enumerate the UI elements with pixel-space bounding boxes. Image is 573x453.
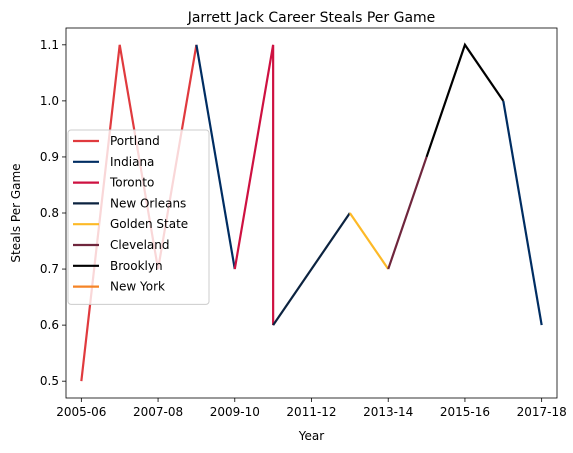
x-tick-label: 2015-16 [440, 405, 490, 419]
series-line-cleveland [387, 156, 428, 270]
x-axis-label: Year [298, 429, 324, 443]
legend-label-brooklyn: Brooklyn [110, 259, 163, 273]
y-tick-label: 0.8 [40, 206, 59, 220]
x-axis: 2005-06 2007-08 2009-10 2011-12 2013-14 2015-… [56, 398, 567, 419]
x-tick-label: 2007-08 [133, 405, 183, 419]
series-line-toronto [233, 44, 275, 326]
y-tick-label: 0.7 [40, 262, 59, 276]
series-line-unlabeled [502, 100, 543, 326]
legend-label-toronto: Toronto [109, 176, 154, 190]
series-line-new-orleans [272, 212, 351, 326]
y-axis: 0.5 0.6 0.7 0.8 0.9 1.0 1.1 [40, 38, 66, 388]
legend: Portland Indiana Toronto New Orleans Golden … [67, 129, 210, 305]
chart-title: Jarrett Jack Career Steals Per Game [187, 10, 436, 26]
x-tick-label: 2017-18 [517, 405, 567, 419]
y-tick-label: 0.6 [40, 318, 59, 332]
legend-label-new-york: New York [110, 280, 165, 294]
legend-label-cleveland: Cleveland [110, 238, 170, 252]
x-tick-label: 2009-10 [210, 405, 260, 419]
y-tick-label: 1.1 [40, 38, 59, 52]
series-line-brooklyn [425, 42, 505, 158]
y-tick-label: 1.0 [40, 94, 59, 108]
y-tick-label: 0.5 [40, 374, 59, 388]
x-tick-label: 2011-12 [286, 405, 336, 419]
y-tick-label: 0.9 [40, 150, 59, 164]
x-tick-label: 2005-06 [56, 405, 106, 419]
y-axis-label: Steals Per Game [9, 163, 23, 262]
legend-label-golden-state: Golden State [110, 217, 188, 231]
x-tick-label: 2013-14 [363, 405, 413, 419]
legend-label-portland: Portland [110, 134, 160, 148]
series-line-golden-state [348, 212, 390, 270]
legend-label-new-orleans: New Orleans [110, 196, 186, 210]
series-line-indiana [195, 44, 236, 270]
legend-box [67, 129, 210, 305]
legend-label-indiana: Indiana [110, 155, 154, 169]
